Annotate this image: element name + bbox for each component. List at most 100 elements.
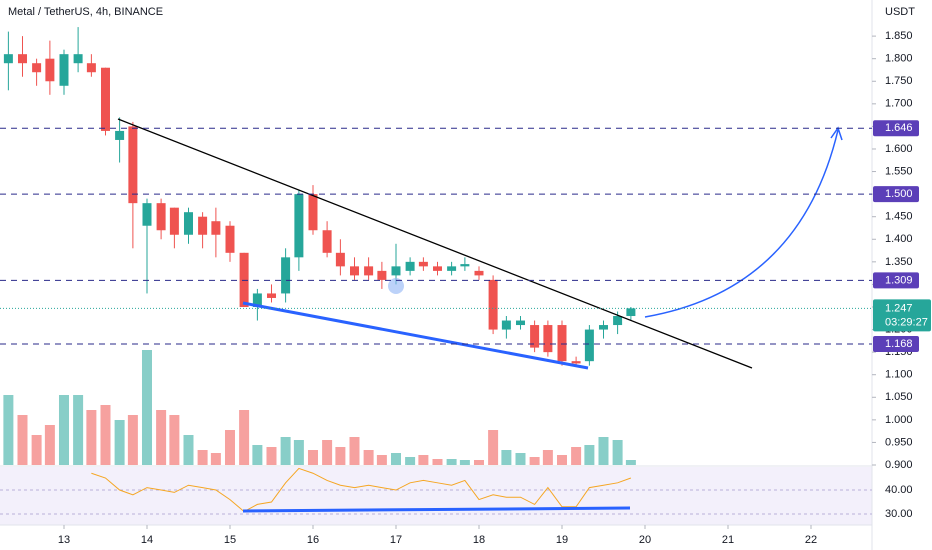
candle-body xyxy=(266,293,276,298)
volume-bar xyxy=(17,415,28,465)
candle-body xyxy=(86,63,96,73)
candle-body xyxy=(377,270,387,280)
candle-body xyxy=(515,320,525,326)
candle-body xyxy=(308,194,318,231)
volume-bar xyxy=(612,440,623,465)
candle-body xyxy=(418,261,428,267)
candle-body xyxy=(474,270,484,276)
volume-bar xyxy=(156,410,167,465)
volume-bar xyxy=(598,437,609,465)
candle-body xyxy=(543,325,553,353)
candle-body xyxy=(142,203,152,226)
volume-bar xyxy=(183,435,194,465)
volume-bar xyxy=(210,453,221,465)
x-tick-label: 16 xyxy=(307,534,319,546)
y-tick-label: 1.850 xyxy=(885,30,913,42)
candle-body xyxy=(45,58,55,82)
candle-body xyxy=(183,212,193,235)
candle-body xyxy=(225,225,235,253)
x-tick-label: 14 xyxy=(141,534,153,546)
candle-body xyxy=(17,54,27,64)
volume-bar xyxy=(542,450,553,465)
marker xyxy=(388,278,404,294)
volume-bar xyxy=(280,437,291,465)
volume-bar xyxy=(390,453,401,465)
candle-body xyxy=(211,221,221,235)
chart-title: Metal / TetherUS, 4h, BINANCE xyxy=(8,6,163,18)
candle-body xyxy=(598,325,608,330)
volume-bar xyxy=(405,457,416,465)
candle-body xyxy=(156,203,166,231)
countdown-label: 03:29:27 xyxy=(885,316,928,328)
y-tick-label: 1.350 xyxy=(885,256,913,268)
resistance-trendline xyxy=(117,118,753,369)
candle-body xyxy=(432,266,442,271)
x-tick-label: 21 xyxy=(722,534,734,546)
level-tag xyxy=(873,186,919,203)
volume-bar xyxy=(169,415,180,465)
y-tick-label: 1.050 xyxy=(885,391,913,403)
level-label: 1.168 xyxy=(885,338,913,350)
rsi-panel xyxy=(0,467,872,525)
projection-arrow xyxy=(644,129,839,318)
y-tick-label: 0.950 xyxy=(885,436,913,448)
volume-bar xyxy=(31,435,42,465)
volume-bar xyxy=(127,415,138,465)
volume-bar xyxy=(252,445,263,465)
plot xyxy=(0,27,872,515)
volume-bar xyxy=(86,410,97,465)
rsi-trendline xyxy=(242,506,631,513)
volume-bar xyxy=(571,447,582,465)
volume-bar xyxy=(488,430,499,465)
candle-body xyxy=(349,266,359,276)
volume-bar xyxy=(432,459,443,465)
last-price-label: 1.247 xyxy=(885,302,913,314)
volume-bar xyxy=(349,437,360,465)
x-tick-label: 22 xyxy=(805,534,817,546)
volume-bar xyxy=(266,447,277,465)
y-tick-label: 0.900 xyxy=(885,459,913,471)
volume-bar xyxy=(529,457,540,465)
volume-bar xyxy=(3,395,14,465)
last-price-tag xyxy=(873,299,931,332)
level-label: 1.646 xyxy=(885,122,913,134)
volume-bar xyxy=(73,395,84,465)
candle-body xyxy=(501,320,511,330)
volume-bar xyxy=(58,395,69,465)
volume-bar xyxy=(335,447,346,465)
volume-bar xyxy=(141,350,152,465)
volume-bar xyxy=(584,445,595,465)
rsi-tick-label: 30.00 xyxy=(885,508,913,520)
volume-bar xyxy=(363,450,374,465)
y-axis-label: USDT xyxy=(885,6,915,18)
level-label: 1.309 xyxy=(885,274,913,286)
y-tick-label: 1.000 xyxy=(885,414,913,426)
candle-body xyxy=(32,63,42,73)
x-tick-label: 19 xyxy=(556,534,568,546)
candle-body xyxy=(584,329,594,362)
x-tick-label: 17 xyxy=(390,534,402,546)
candle-body xyxy=(115,130,125,140)
rsi-tick-label: 40.00 xyxy=(885,484,913,496)
candle-body xyxy=(613,316,623,326)
level-tag xyxy=(873,272,919,289)
volume-bar xyxy=(44,425,55,465)
x-tick-label: 20 xyxy=(639,534,651,546)
level-tag xyxy=(873,120,919,137)
x-tick-label: 18 xyxy=(473,534,485,546)
candle-body xyxy=(335,252,345,267)
candle-body xyxy=(391,266,401,276)
volume-bar xyxy=(515,453,526,465)
y-tick-label: 1.100 xyxy=(885,369,913,381)
candle-body xyxy=(364,266,374,276)
candle-body xyxy=(488,279,498,330)
y-tick-label: 1.750 xyxy=(885,75,913,87)
candle-body xyxy=(447,266,457,271)
candle-body xyxy=(281,257,291,294)
candle-body xyxy=(73,54,83,64)
candle-body xyxy=(59,54,69,86)
volume-bar xyxy=(322,440,333,465)
rsi-line xyxy=(91,467,632,513)
candle-body xyxy=(294,194,304,258)
